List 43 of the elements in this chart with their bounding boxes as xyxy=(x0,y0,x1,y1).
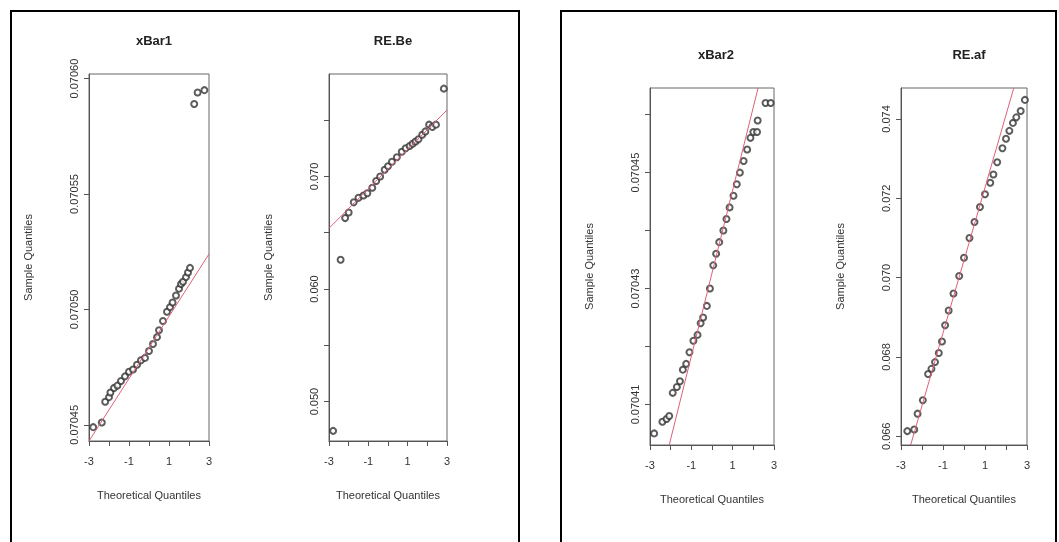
y-axis-title: Sample Quantiles xyxy=(21,213,34,301)
y-tick-label: 0.07060 xyxy=(67,58,80,99)
y-tick-label: 0.070 xyxy=(879,263,892,292)
y-tick-label: 0.066 xyxy=(879,422,892,451)
x-tick-label: 3 xyxy=(1023,458,1031,471)
y-tick-label: 0.07041 xyxy=(628,384,641,425)
y-tick-label: 0.07050 xyxy=(67,289,80,330)
x-axis-title: Theoretical Quantiles xyxy=(336,488,441,501)
x-axis-title: Theoretical Quantiles xyxy=(660,492,765,505)
chart-title: RE.Be xyxy=(373,33,413,48)
x-tick-label: -1 xyxy=(686,458,697,471)
x-tick-label: 1 xyxy=(981,458,989,471)
y-tick-label: 0.050 xyxy=(307,387,320,416)
y-tick-label: 0.07043 xyxy=(628,268,641,309)
chart-title: xBar1 xyxy=(135,33,173,48)
x-tick-label: -1 xyxy=(363,454,374,467)
chart-title: RE.af xyxy=(952,47,987,62)
y-axis-title: Sample Quantiles xyxy=(582,222,595,310)
x-axis-title: Theoretical Quantiles xyxy=(97,488,202,501)
y-tick-label: 0.068 xyxy=(879,343,892,371)
y-tick-label: 0.072 xyxy=(879,184,892,213)
y-tick-label: 0.07055 xyxy=(67,174,80,214)
y-tick-label: 0.07045 xyxy=(67,404,80,445)
x-tick-label: 1 xyxy=(404,454,411,467)
y-tick-label: 0.060 xyxy=(307,275,320,303)
y-axis-title: Sample Quantiles xyxy=(261,213,274,301)
x-tick-label: -3 xyxy=(84,454,94,467)
x-tick-label: -1 xyxy=(124,454,134,467)
y-tick-label: 0.070 xyxy=(307,162,320,191)
x-axis-title: Theoretical Quantiles xyxy=(912,492,1017,505)
x-tick-label: 3 xyxy=(205,454,213,467)
y-tick-label: 0.07045 xyxy=(628,152,641,193)
x-tick-label: -1 xyxy=(938,458,948,471)
x-tick-label: 1 xyxy=(165,454,173,467)
chart-title: xBar2 xyxy=(697,47,735,62)
x-tick-label: 1 xyxy=(729,458,736,471)
x-tick-label: -3 xyxy=(645,458,655,471)
x-tick-label: 3 xyxy=(770,458,778,471)
x-tick-label: 3 xyxy=(443,454,451,467)
y-axis-title: Sample Quantiles xyxy=(833,222,846,310)
x-tick-label: -3 xyxy=(896,458,906,471)
y-tick-label: 0.074 xyxy=(879,105,892,133)
x-tick-label: -3 xyxy=(324,454,334,467)
